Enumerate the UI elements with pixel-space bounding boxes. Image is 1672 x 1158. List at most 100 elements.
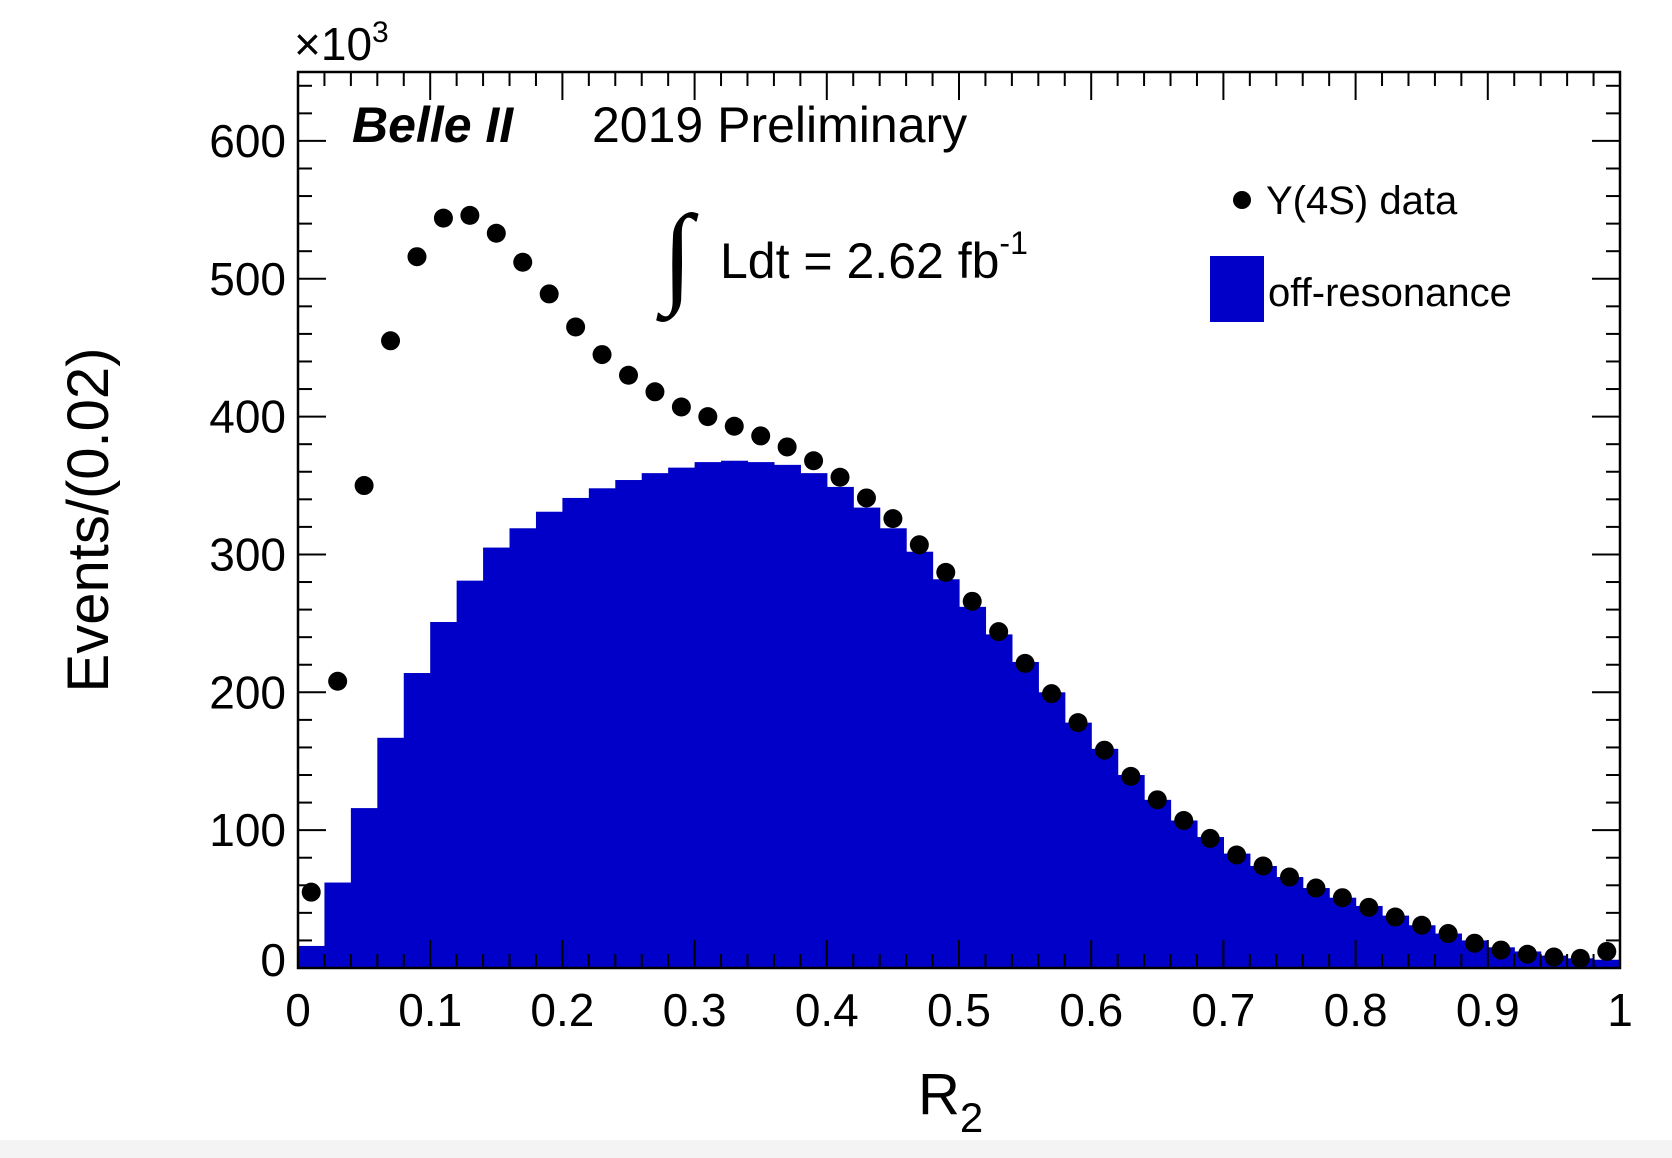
histogram-bar — [1011, 661, 1039, 968]
x-tick-label: 0.5 — [927, 984, 991, 1036]
data-point — [1465, 933, 1485, 953]
y-tick-label: 400 — [209, 391, 286, 443]
histogram-bar — [1302, 888, 1330, 968]
status-label: 2019 Preliminary — [592, 97, 967, 153]
y-tick-label: 0 — [260, 934, 286, 986]
luminosity-exp: -1 — [999, 225, 1027, 261]
data-point — [645, 382, 665, 402]
x-axis-title-subscript: 2 — [960, 1094, 983, 1141]
data-point — [433, 208, 453, 228]
x-tick-label: 0.6 — [1059, 984, 1123, 1036]
data-point — [1517, 944, 1537, 964]
data-point — [989, 622, 1009, 642]
histogram-bar — [1144, 799, 1172, 968]
histogram-bar — [879, 528, 907, 968]
histogram-bar — [535, 511, 563, 968]
data-point — [1597, 941, 1617, 961]
data-point — [1121, 766, 1141, 786]
x-tick-label: 0.9 — [1456, 984, 1520, 1036]
y-tick-label: 100 — [209, 804, 286, 856]
data-point — [1042, 684, 1062, 704]
data-point — [1280, 867, 1299, 887]
histogram-bar — [430, 622, 458, 968]
data-point — [1253, 856, 1273, 876]
data-point — [883, 509, 903, 529]
data-point — [486, 223, 506, 243]
histogram-bar — [1170, 820, 1198, 968]
histogram-bar — [853, 507, 881, 968]
histogram-bar — [721, 460, 749, 968]
data-point — [1200, 828, 1220, 848]
data-point — [751, 426, 771, 446]
y-multiplier-base: ×10 — [294, 18, 372, 70]
integral-symbol: ∫ — [656, 193, 699, 323]
data-point — [1068, 713, 1088, 733]
histogram-bar — [906, 551, 934, 968]
data-point — [592, 345, 612, 365]
x-tick-label: 1 — [1607, 984, 1633, 1036]
histogram-bar — [377, 737, 405, 968]
y-multiplier: ×103 — [294, 16, 389, 70]
histogram-bar — [1249, 865, 1277, 968]
y-axis-title: Events/(0.02) — [56, 348, 121, 693]
plot-frame — [296, 70, 1622, 970]
luminosity-label: Ldt = 2.62 fb-1 — [720, 225, 1028, 289]
data-point — [1359, 897, 1379, 917]
histogram-layer — [298, 460, 1621, 968]
data-point — [830, 467, 850, 487]
legend-label-data: Υ(4S) data — [1266, 179, 1458, 223]
y-tick-label: 200 — [209, 666, 286, 718]
data-point — [671, 397, 691, 417]
histogram-bar — [694, 462, 722, 968]
data-point — [1544, 947, 1564, 967]
histogram-bar — [1223, 853, 1251, 968]
data-point — [539, 284, 559, 304]
histogram-bar — [483, 547, 511, 968]
histogram-bar — [800, 473, 828, 968]
data-point — [804, 451, 824, 471]
data-point — [301, 882, 321, 902]
y-tick-label: 600 — [209, 115, 286, 167]
data-point — [619, 365, 638, 385]
y-tick-label: 500 — [209, 253, 286, 305]
x-tick-label: 0 — [285, 984, 311, 1036]
histogram-bar — [1064, 722, 1092, 968]
data-point — [856, 488, 876, 508]
data-point — [460, 205, 480, 225]
data-point — [724, 416, 744, 436]
x-axis-title: R2 — [918, 1062, 983, 1141]
data-point — [1491, 940, 1511, 960]
data-point — [407, 247, 427, 267]
experiment-label: Belle II — [352, 97, 514, 153]
histogram-bar — [298, 945, 326, 968]
y-tick-label: 300 — [209, 528, 286, 580]
data-point — [1174, 811, 1194, 831]
data-point — [566, 317, 586, 337]
histogram-bar — [1593, 959, 1621, 968]
legend: Υ(4S) data off-resonance — [1210, 179, 1512, 322]
data-point — [1094, 740, 1114, 760]
data-point — [328, 671, 348, 691]
histogram-bar — [1091, 748, 1119, 968]
histogram-bar — [324, 882, 352, 968]
data-point — [1015, 653, 1035, 673]
legend-swatch-offres — [1210, 256, 1264, 322]
histogram-bar — [1276, 877, 1304, 968]
histogram-bar — [1329, 897, 1357, 968]
histogram-bar — [562, 497, 590, 968]
bottom-strip — [0, 1140, 1672, 1158]
data-point — [936, 562, 956, 582]
histogram-bar — [668, 467, 696, 968]
histogram-bar — [747, 462, 775, 968]
x-tick-label: 0.1 — [398, 984, 462, 1036]
histogram-bar — [1038, 692, 1066, 968]
tick-labels-layer: 0 0.1 0.2 0.3 0.4 0.5 0.6 0.7 0.8 0.9 1 0 100 200 300 4… — [209, 115, 1633, 1036]
data-point — [1570, 948, 1590, 968]
x-tick-label: 0.8 — [1324, 984, 1388, 1036]
data-point — [962, 591, 982, 611]
y-multiplier-exp: 3 — [372, 16, 389, 49]
data-point — [1385, 907, 1405, 927]
data-point — [354, 476, 374, 496]
histogram-bar — [773, 464, 801, 968]
